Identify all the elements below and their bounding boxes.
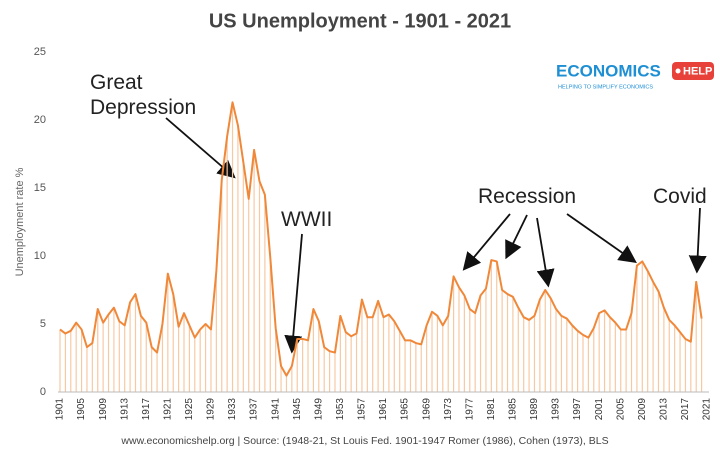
arrow xyxy=(688,207,707,274)
x-tick-label: 2009 xyxy=(637,398,648,421)
x-tick-label: 1961 xyxy=(378,398,389,421)
y-tick-label: 5 xyxy=(40,318,46,330)
x-tick-label: 2001 xyxy=(594,398,605,421)
y-axis-label: Unemployment rate % xyxy=(14,167,26,276)
x-tick-label: 2005 xyxy=(615,398,626,421)
arrow xyxy=(536,217,555,288)
annotation: Covid xyxy=(653,185,707,208)
x-tick-label: 1989 xyxy=(529,398,540,421)
y-tick-label: 0 xyxy=(40,386,46,398)
x-tick-label: 1921 xyxy=(162,398,173,421)
x-tick-label: 1945 xyxy=(292,398,303,421)
x-tick-label: 1933 xyxy=(227,398,238,421)
arrow xyxy=(165,117,236,179)
x-tick-label: 2013 xyxy=(659,398,670,421)
logo-name: ECONOMICS xyxy=(556,61,661,80)
x-tick-label: 1913 xyxy=(119,398,130,421)
x-tick-label: 2017 xyxy=(680,398,691,421)
arrow xyxy=(284,233,303,354)
arrow xyxy=(462,213,511,271)
arrow xyxy=(566,213,637,264)
x-tick-label: 1981 xyxy=(486,398,497,421)
logo-tag-bg xyxy=(672,62,714,80)
x-tick-label: 1909 xyxy=(98,398,109,421)
x-tick-label: 1993 xyxy=(551,398,562,421)
y-tick-label: 10 xyxy=(34,250,46,262)
x-tick-label: 1965 xyxy=(400,398,411,421)
chart-title: US Unemployment - 1901 - 2021 xyxy=(209,10,511,32)
x-tick-label: 1905 xyxy=(76,398,87,421)
x-tick-label: 1949 xyxy=(313,398,324,421)
series-line xyxy=(59,101,703,377)
y-tick-label: 25 xyxy=(34,46,46,58)
logo-tag: HELP xyxy=(683,65,712,77)
annotation-arrows xyxy=(165,117,707,354)
annotation: WWII xyxy=(281,208,333,231)
plot-area xyxy=(59,101,703,392)
x-tick-label: 1929 xyxy=(206,398,217,421)
x-tick-label: 1953 xyxy=(335,398,346,421)
y-tick-label: 20 xyxy=(34,114,46,126)
y-tick-label: 15 xyxy=(34,182,46,194)
annotation: Recession xyxy=(478,185,577,208)
x-tick-label: 1973 xyxy=(443,398,454,421)
x-tick-label: 1917 xyxy=(141,398,152,421)
annotation: Great Depression xyxy=(90,71,197,119)
x-tick-label: 1957 xyxy=(357,398,368,421)
x-tick-label: 1937 xyxy=(249,398,260,421)
logo: ECONOMICS HELP HELPING TO SIMPLIFY ECONO… xyxy=(556,61,714,90)
x-tick-label: 1985 xyxy=(508,398,519,421)
arrow xyxy=(505,214,528,260)
x-tick-label: 1997 xyxy=(572,398,583,421)
logo-tag-hole xyxy=(675,68,681,74)
x-tick-label: 1925 xyxy=(184,398,195,421)
x-tick-label: 2021 xyxy=(702,398,713,421)
x-tick-label: 1977 xyxy=(464,398,475,421)
x-tick-label: 1941 xyxy=(270,398,281,421)
x-tick-label: 1901 xyxy=(55,398,66,421)
source-note: www.economicshelp.org | Source: (1948-21… xyxy=(120,435,608,447)
x-tick-label: 1969 xyxy=(421,398,432,421)
logo-tagline: HELPING TO SIMPLIFY ECONOMICS xyxy=(558,84,653,90)
